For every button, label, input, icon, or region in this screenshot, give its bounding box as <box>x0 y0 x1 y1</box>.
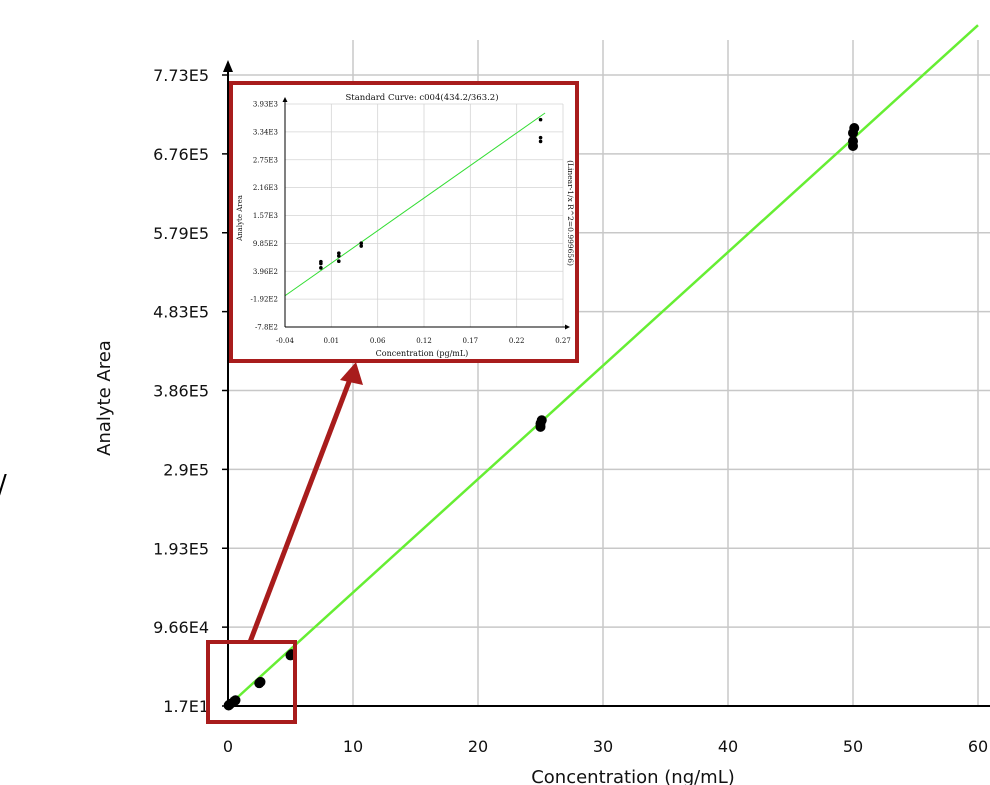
inset-x-axis-arrow <box>565 324 570 330</box>
inset-x-tick-label: -0.04 <box>276 337 294 345</box>
inset-frame <box>229 81 579 363</box>
main-tick-labels: 0 10 20 30 40 50 60 1.7E1 9.66E4 1.93E5 2.9E5 3.86E… <box>153 66 988 756</box>
inset-x-axis-title: Concentration (pg/mL) <box>376 349 469 358</box>
zoom-arrow-line <box>247 373 355 643</box>
inset-data-point <box>319 266 323 270</box>
inset-tick-labels: -0.04 0.01 0.06 0.12 0.17 0.22 0.27 -7.8E2 -1.92… <box>250 101 570 346</box>
inset-y-tick-label: -7.8E2 <box>255 324 278 332</box>
main-y-tick-label: 5.79E5 <box>153 224 209 243</box>
inset-y-tick-label: 2.16E3 <box>253 184 278 192</box>
main-data-point <box>255 676 266 687</box>
inset-data-point <box>337 251 341 255</box>
left-edge-mark: / <box>0 470 7 500</box>
inset-data-point <box>538 117 543 122</box>
main-y-tick-label: 6.76E5 <box>153 145 209 164</box>
inset-y-tick-label: 1.57E3 <box>253 212 278 220</box>
main-y-tick-label: 4.83E5 <box>153 303 209 322</box>
inset-fit-label: (Linear-1/x R^2=0.999656) <box>566 160 575 266</box>
inset-data-point <box>538 139 543 144</box>
inset-fit-line-path <box>284 112 546 297</box>
main-x-tick-label: 60 <box>968 737 988 756</box>
main-x-tick-label: 10 <box>343 737 363 756</box>
zoom-arrow-head <box>340 362 363 385</box>
inset-x-tick-label: 0.22 <box>509 337 525 345</box>
inset-y-tick-label: 9.85E2 <box>253 240 278 248</box>
main-y-tick-label: 3.86E5 <box>153 382 209 401</box>
zoom-highlight-box <box>206 640 297 724</box>
main-data-point <box>849 123 860 134</box>
inset-grid <box>285 103 564 327</box>
inset-data-point <box>337 259 341 263</box>
main-x-tick-label: 30 <box>593 737 613 756</box>
inset-data-point <box>337 254 341 258</box>
inset-data-points <box>319 117 543 270</box>
main-x-tick-label: 0 <box>223 737 233 756</box>
inset-y-tick-label: 3.34E3 <box>253 128 278 136</box>
inset-data-point <box>319 261 323 266</box>
inset-y-tick-label: 3.93E3 <box>253 101 278 109</box>
inset-title: Standard Curve: c004(434.2/363.2) <box>345 92 498 103</box>
inset-x-tick-label: 0.06 <box>370 337 386 345</box>
inset-x-tick-label: 0.17 <box>463 337 479 345</box>
inset-x-tick-label: 0.01 <box>324 337 340 345</box>
main-data-point <box>536 415 547 426</box>
main-y-tick-label: 1.7E1 <box>163 697 209 716</box>
inset-y-tick-label: -1.92E2 <box>250 296 278 304</box>
main-x-axis-title: Concentration (ng/mL) <box>531 767 735 785</box>
inset-y-axis-title: Analyte Area <box>236 195 244 242</box>
main-y-axis-title: Analyte Area <box>94 340 115 456</box>
inset-chart: -0.04 0.01 0.06 0.12 0.17 0.22 0.27 -7.8E2 -1.92… <box>229 81 579 363</box>
inset-axes <box>282 97 570 330</box>
main-y-tick-label: 2.9E5 <box>163 460 209 479</box>
inset-data-point <box>359 244 364 248</box>
main-data-points <box>223 123 860 711</box>
main-x-tick-label: 50 <box>843 737 863 756</box>
inset-y-tick-label: 2.75E3 <box>253 156 278 164</box>
inset-x-tick-label: 0.12 <box>416 337 432 345</box>
inset-y-axis-arrow <box>282 97 288 102</box>
inset-data-point <box>538 135 543 140</box>
inset-x-tick-label: 0.27 <box>555 337 571 345</box>
main-data-point <box>848 136 858 147</box>
inset-y-tick-label: 3.96E2 <box>253 268 278 276</box>
inset-data-point <box>359 241 364 245</box>
inset-fit-line <box>284 112 546 297</box>
main-x-tick-label: 40 <box>718 737 738 756</box>
main-x-tick-label: 20 <box>468 737 488 756</box>
main-y-axis-arrow <box>223 60 233 72</box>
main-axes <box>222 60 990 707</box>
main-y-tick-label: 7.73E5 <box>153 66 209 85</box>
main-y-tick-label: 1.93E5 <box>153 539 209 558</box>
main-data-point <box>230 695 241 706</box>
main-y-tick-label: 9.66E4 <box>153 618 209 637</box>
